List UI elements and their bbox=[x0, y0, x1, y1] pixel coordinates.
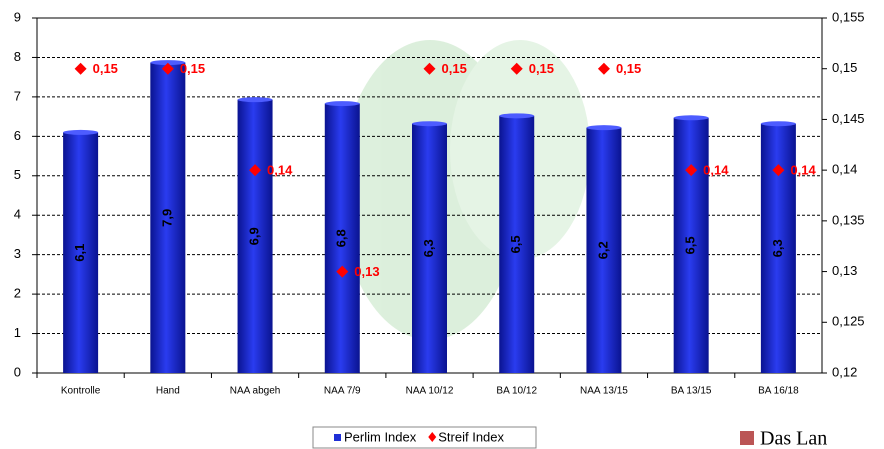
y2-tick-label: 0,155 bbox=[832, 9, 865, 24]
bar bbox=[586, 127, 622, 374]
value-label: 0,15 bbox=[442, 61, 467, 76]
bar-cap bbox=[673, 115, 709, 121]
y-tick-label: 2 bbox=[14, 286, 21, 301]
legend-swatch bbox=[428, 432, 437, 442]
bar-cap bbox=[237, 97, 273, 103]
bar-cap bbox=[412, 121, 447, 127]
bar-cap bbox=[586, 125, 622, 131]
y-tick-label: 9 bbox=[14, 9, 21, 24]
value-label: 6,2 bbox=[595, 241, 610, 259]
value-label: 6,1 bbox=[72, 244, 87, 262]
y2-tick-label: 0,135 bbox=[832, 212, 865, 227]
x-tick-label: NAA 7/9 bbox=[324, 386, 361, 397]
point bbox=[161, 62, 174, 75]
x-tick-label: BA 13/15 bbox=[671, 386, 712, 397]
x-tick-label: NAA 13/15 bbox=[580, 386, 628, 397]
value-label: 7,9 bbox=[159, 209, 174, 227]
legend-label: Streif Index bbox=[438, 429, 504, 444]
value-label: 0,14 bbox=[703, 163, 729, 178]
value-label: 6,3 bbox=[421, 239, 436, 257]
value-label: 6,8 bbox=[334, 229, 349, 247]
point bbox=[685, 164, 698, 177]
value-label: 6,3 bbox=[770, 239, 785, 257]
value-label: 0,13 bbox=[354, 264, 379, 279]
value-label: 6,9 bbox=[246, 227, 261, 245]
point bbox=[336, 265, 349, 278]
x-tick-label: NAA 10/12 bbox=[406, 386, 454, 397]
y-tick-label: 0 bbox=[14, 364, 21, 379]
bar-cap bbox=[324, 101, 360, 107]
bar bbox=[150, 62, 186, 373]
x-tick-label: BA 16/18 bbox=[758, 386, 799, 397]
y-tick-label: 7 bbox=[14, 88, 21, 103]
legend-swatch bbox=[334, 434, 341, 441]
legend-label: Perlim Index bbox=[344, 429, 417, 444]
x-tick-label: Kontrolle bbox=[61, 386, 101, 397]
y-tick-label: 5 bbox=[14, 167, 21, 182]
y2-tick-label: 0,145 bbox=[832, 111, 865, 126]
bar-cap bbox=[150, 60, 186, 66]
y-tick-label: 3 bbox=[14, 246, 21, 261]
bar bbox=[499, 115, 535, 374]
y2-tick-label: 0,14 bbox=[832, 162, 857, 177]
bar-cap bbox=[760, 121, 796, 127]
x-tick-label: BA 10/12 bbox=[496, 386, 537, 397]
y-tick-label: 6 bbox=[14, 128, 21, 143]
value-label: 6,5 bbox=[508, 235, 523, 253]
logo-text: Das Lan bbox=[760, 428, 827, 449]
bar bbox=[324, 103, 360, 373]
bar bbox=[412, 123, 447, 373]
y-tick-label: 8 bbox=[14, 49, 21, 64]
y-tick-label: 1 bbox=[14, 325, 21, 340]
point bbox=[423, 62, 436, 75]
y2-tick-label: 0,15 bbox=[832, 60, 857, 75]
logo-icon bbox=[740, 431, 754, 445]
point bbox=[249, 164, 262, 177]
value-label: 0,15 bbox=[529, 61, 554, 76]
value-label: 6,5 bbox=[683, 236, 698, 254]
y2-tick-label: 0,13 bbox=[832, 263, 857, 278]
background-leaf bbox=[340, 40, 590, 340]
y2-tick-label: 0,12 bbox=[832, 364, 857, 379]
y2-tick-label: 0,125 bbox=[832, 314, 865, 329]
bar bbox=[673, 117, 709, 374]
x-tick-label: NAA abgeh bbox=[230, 386, 281, 397]
bar-cap bbox=[499, 113, 535, 119]
point bbox=[510, 62, 523, 75]
value-label: 0,14 bbox=[267, 163, 293, 178]
point bbox=[74, 62, 87, 75]
x-tick-label: Hand bbox=[156, 386, 180, 397]
legend bbox=[312, 426, 537, 449]
point bbox=[597, 62, 610, 75]
bar bbox=[237, 99, 273, 374]
value-label: 0,15 bbox=[93, 61, 118, 76]
bar bbox=[63, 132, 99, 373]
value-label: 0,15 bbox=[180, 61, 205, 76]
y-tick-label: 4 bbox=[14, 207, 21, 222]
value-label: 0,15 bbox=[616, 61, 641, 76]
value-label: 0,14 bbox=[790, 163, 816, 178]
point bbox=[772, 164, 785, 177]
bar-cap bbox=[63, 129, 99, 135]
